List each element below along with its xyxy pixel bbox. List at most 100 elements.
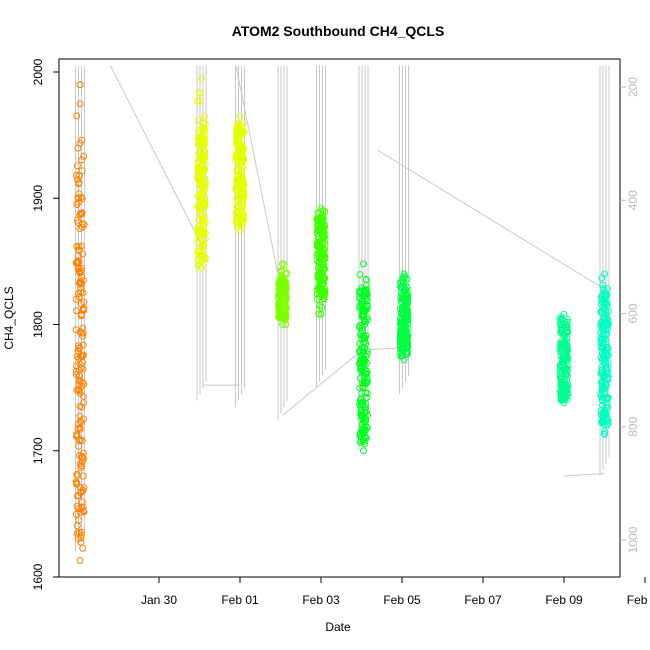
data-point	[600, 420, 608, 428]
data-point	[361, 307, 369, 315]
x-tick-label: Feb 05	[383, 593, 421, 607]
data-point	[601, 360, 609, 368]
data-point	[403, 292, 411, 299]
data-point	[235, 123, 243, 131]
data-point	[236, 226, 244, 234]
data-point	[75, 345, 83, 353]
y-tick-label: 1600	[31, 563, 45, 590]
data-point	[78, 223, 86, 231]
data-point	[200, 242, 208, 250]
data-series	[72, 81, 88, 565]
data-point	[199, 164, 206, 172]
data-point	[316, 267, 324, 275]
data-point	[601, 293, 609, 300]
data-point	[278, 289, 286, 297]
data-point	[364, 411, 371, 419]
data-point	[198, 183, 206, 191]
data-point	[75, 386, 83, 394]
x-axis: Jan 30 Feb 01 Feb 03 Feb 05 Feb 07 Feb 09 Feb …	[141, 577, 650, 607]
data-point	[233, 124, 241, 132]
secondary-trace-leg	[109, 65, 204, 249]
data-point	[275, 311, 283, 319]
data-point	[403, 350, 411, 358]
data-point	[360, 260, 368, 268]
data-point	[74, 198, 82, 206]
data-point	[282, 320, 290, 328]
data-point	[281, 297, 289, 305]
data-point	[601, 427, 609, 435]
data-point	[597, 354, 605, 362]
data-point	[234, 193, 242, 201]
data-point	[76, 280, 84, 288]
data-point	[558, 330, 566, 338]
data-point	[561, 338, 568, 346]
data-point	[399, 333, 407, 340]
data-series	[556, 310, 572, 407]
data-point	[401, 302, 409, 310]
data-point	[318, 216, 325, 224]
data-point	[398, 335, 406, 343]
data-point	[357, 395, 365, 403]
data-point	[356, 360, 364, 367]
data-point	[72, 510, 80, 518]
data-point	[403, 309, 411, 317]
data-point	[597, 338, 605, 346]
data-point	[356, 324, 364, 332]
data-point	[200, 205, 208, 213]
data-point	[233, 136, 241, 144]
data-point	[278, 273, 286, 281]
secondary-trace	[75, 65, 610, 552]
data-point	[604, 316, 612, 324]
x-axis-label: Date	[325, 620, 351, 634]
data-point	[194, 226, 201, 234]
data-point	[277, 274, 285, 282]
data-point	[74, 252, 82, 259]
data-point	[198, 126, 206, 134]
data-point	[75, 194, 82, 202]
data-series	[232, 112, 248, 234]
data-point	[318, 225, 326, 233]
data-point	[603, 321, 611, 329]
data-point	[77, 534, 85, 542]
data-point	[79, 250, 87, 258]
data-point	[75, 293, 83, 301]
data-point	[73, 171, 80, 179]
data-point	[363, 347, 371, 355]
data-point	[239, 175, 247, 183]
data-point	[233, 141, 241, 149]
data-point	[76, 328, 84, 336]
data-point	[601, 388, 609, 396]
data-point	[73, 242, 81, 250]
data-point	[75, 190, 83, 198]
data-point	[198, 256, 206, 264]
data-point	[356, 349, 364, 357]
data-point	[235, 166, 243, 173]
data-point	[72, 326, 80, 334]
data-point	[238, 188, 246, 196]
data-point	[317, 204, 325, 212]
data-point	[321, 208, 329, 216]
data-point	[232, 209, 240, 217]
data-point	[603, 400, 611, 408]
data-point	[558, 392, 565, 400]
data-point	[73, 470, 81, 478]
data-point	[76, 211, 84, 219]
data-point	[317, 310, 325, 318]
data-point	[561, 337, 569, 345]
data-point	[75, 179, 83, 187]
data-point	[196, 89, 204, 97]
data-point	[320, 229, 328, 237]
data-point	[599, 412, 607, 420]
data-point	[76, 460, 84, 468]
data-point	[358, 426, 366, 434]
y2-tick-label: 600	[626, 303, 640, 323]
data-point	[80, 152, 88, 160]
data-point	[79, 503, 87, 511]
y-tick-label: 1700	[31, 437, 45, 464]
data-point	[74, 144, 82, 152]
data-point	[563, 370, 570, 378]
data-point	[601, 347, 608, 355]
y-axis-right: 200 400 600 800 1000	[620, 77, 640, 553]
data-point	[200, 152, 208, 159]
data-point	[79, 289, 87, 297]
